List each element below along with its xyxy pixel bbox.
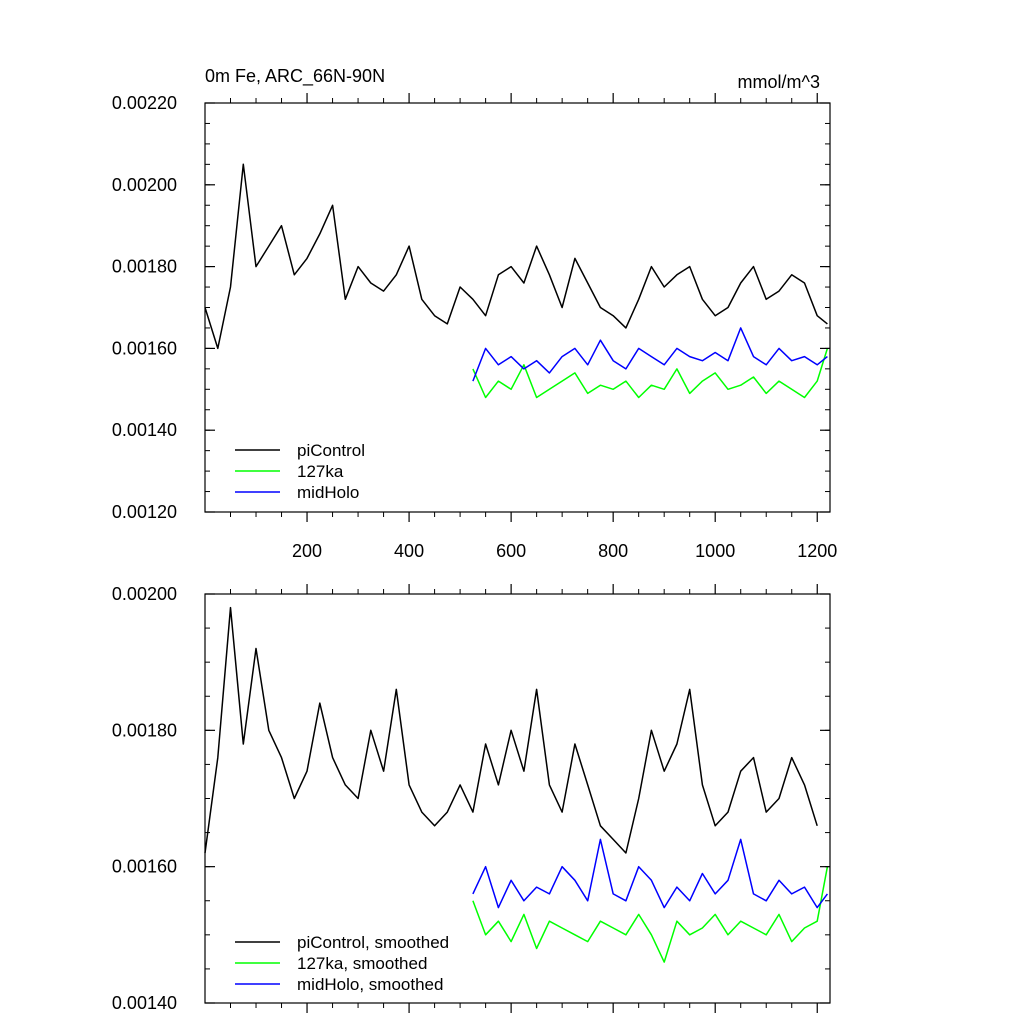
legend-label: midHolo, smoothed	[297, 975, 443, 994]
legend-label: 127ka, smoothed	[297, 954, 427, 973]
units-label: mmol/m^3	[738, 72, 820, 92]
series-line-127ka-smoothed	[472, 866, 829, 963]
legend-label: piControl	[297, 441, 365, 460]
axes: 0.00120 0.00140 0.00160 0.00180 0.00200 0.002…	[112, 93, 837, 561]
x-tick-label: 1200	[797, 541, 837, 561]
y-tick-label: 0.00180	[112, 257, 177, 277]
y-tick-label: 0.00200	[112, 175, 177, 195]
x-tick-label: 600	[496, 541, 526, 561]
y-tick-label: 0.00160	[112, 857, 177, 877]
series-line-picontrol	[204, 163, 828, 350]
y-tick-label: 0.00160	[112, 338, 177, 358]
x-tick-label: 800	[598, 541, 628, 561]
series-line-midholo-smoothed	[472, 838, 829, 909]
y-tick-label: 0.00220	[112, 93, 177, 113]
axes: 0.00140 0.00160 0.00180 0.00200	[112, 584, 831, 1013]
y-tick-label: 0.00180	[112, 720, 177, 740]
series-line-midholo	[472, 327, 828, 382]
x-tick-label: 400	[394, 541, 424, 561]
x-tick-label: 1000	[695, 541, 735, 561]
series-line-127ka	[472, 348, 829, 399]
chart-title: 0m Fe, ARC_66N-90N	[205, 66, 385, 87]
series-layer	[204, 606, 829, 963]
y-tick-label: 0.00140	[112, 993, 177, 1013]
top-chart-panel: 0m Fe, ARC_66N-90N mmol/m^3 piControl 127…	[112, 66, 837, 561]
bottom-chart-panel: piControl, smoothed 127ka, smoothed midHol…	[112, 584, 831, 1013]
legend-label: piControl, smoothed	[297, 933, 449, 952]
legend-label: 127ka	[297, 462, 344, 481]
y-tick-label: 0.00140	[112, 420, 177, 440]
x-tick-label: 200	[292, 541, 322, 561]
series-line-picontrol-smoothed	[204, 606, 818, 854]
series-layer	[204, 163, 829, 399]
legend: piControl 127ka midHolo	[235, 441, 365, 502]
legend: piControl, smoothed 127ka, smoothed midHol…	[235, 933, 449, 994]
legend-label: midHolo	[297, 483, 359, 502]
y-tick-label: 0.00200	[112, 584, 177, 604]
y-tick-label: 0.00120	[112, 502, 177, 522]
